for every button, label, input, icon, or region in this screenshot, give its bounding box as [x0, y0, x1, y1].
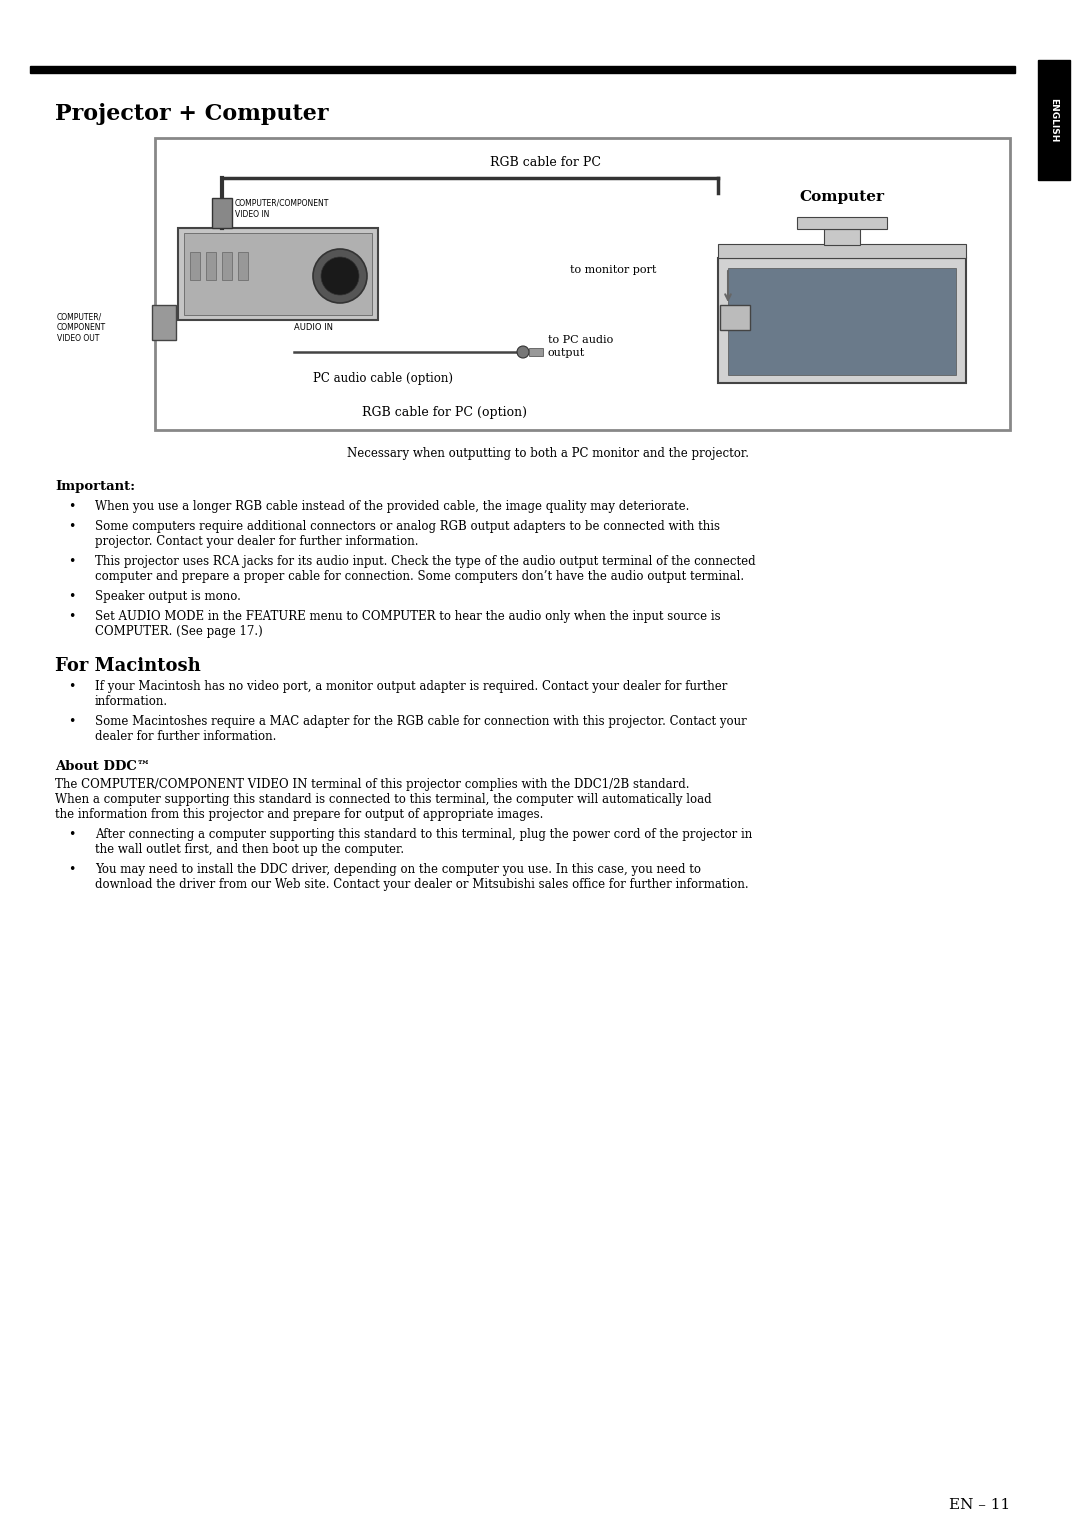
Text: •: • — [68, 555, 76, 568]
Text: •: • — [68, 500, 76, 513]
Bar — [30, 66, 1015, 73]
Bar — [178, 228, 378, 319]
Text: Computer: Computer — [799, 189, 885, 205]
Text: •: • — [68, 863, 76, 876]
Text: When you use a longer RGB cable instead of the provided cable, the image quality: When you use a longer RGB cable instead … — [95, 500, 689, 513]
Text: •: • — [68, 590, 76, 604]
Bar — [797, 217, 887, 229]
Text: Set AUDIO MODE in the FEATURE menu to COMPUTER to hear the audio only when the i: Set AUDIO MODE in the FEATURE menu to CO… — [95, 610, 720, 639]
Text: to monitor port: to monitor port — [569, 264, 656, 275]
Text: •: • — [68, 828, 76, 840]
Text: This projector uses RCA jacks for its audio input. Check the type of the audio o: This projector uses RCA jacks for its au… — [95, 555, 756, 584]
Text: •: • — [68, 610, 76, 623]
Text: MONITOR OUTPUT: MONITOR OUTPUT — [753, 330, 797, 335]
Bar — [720, 306, 750, 330]
Bar — [212, 199, 232, 228]
Bar — [222, 252, 232, 280]
Text: ENGLISH: ENGLISH — [1050, 98, 1058, 142]
Text: You may need to install the DDC driver, depending on the computer you use. In th: You may need to install the DDC driver, … — [95, 863, 748, 891]
Text: to PC audio
output: to PC audio output — [548, 335, 613, 358]
Text: Necessary when outputting to both a PC monitor and the projector.: Necessary when outputting to both a PC m… — [347, 448, 750, 460]
Text: COMPUTER/
COMPONENT
VIDEO OUT: COMPUTER/ COMPONENT VIDEO OUT — [57, 312, 106, 344]
Text: About DDC™: About DDC™ — [55, 759, 150, 773]
Text: RGB cable for PC: RGB cable for PC — [489, 156, 600, 170]
Text: Projector + Computer: Projector + Computer — [55, 102, 328, 125]
Text: Speaker output is mono.: Speaker output is mono. — [95, 590, 241, 604]
Bar — [184, 232, 372, 315]
Text: Some computers require additional connectors or analog RGB output adapters to be: Some computers require additional connec… — [95, 520, 720, 549]
Bar — [529, 348, 543, 356]
Bar — [718, 258, 966, 384]
Text: AUDIO OUT: AUDIO OUT — [753, 318, 781, 322]
Bar — [718, 244, 966, 258]
Text: After connecting a computer supporting this standard to this terminal, plug the : After connecting a computer supporting t… — [95, 828, 753, 856]
Circle shape — [517, 345, 529, 358]
Text: If your Macintosh has no video port, a monitor output adapter is required. Conta: If your Macintosh has no video port, a m… — [95, 680, 727, 707]
Bar — [728, 267, 956, 374]
Bar — [238, 252, 248, 280]
Circle shape — [313, 249, 367, 303]
Text: PC audio cable (option): PC audio cable (option) — [313, 371, 453, 385]
Text: For Macintosh: For Macintosh — [55, 657, 201, 675]
Bar — [206, 252, 216, 280]
Text: The COMPUTER/COMPONENT VIDEO IN terminal of this projector complies with the DDC: The COMPUTER/COMPONENT VIDEO IN terminal… — [55, 778, 712, 821]
Text: •: • — [68, 715, 76, 727]
Text: •: • — [68, 520, 76, 533]
Text: AUDIO IN: AUDIO IN — [294, 322, 333, 332]
Text: Important:: Important: — [55, 480, 135, 494]
Bar — [190, 252, 200, 280]
Text: •: • — [68, 680, 76, 694]
Bar — [152, 306, 176, 341]
Circle shape — [321, 257, 359, 295]
Bar — [1038, 60, 1070, 180]
Bar — [824, 229, 860, 244]
Text: EN – 11: EN – 11 — [948, 1497, 1010, 1513]
Text: Some Macintoshes require a MAC adapter for the RGB cable for connection with thi: Some Macintoshes require a MAC adapter f… — [95, 715, 746, 743]
Text: COMPUTER/COMPONENT
VIDEO IN: COMPUTER/COMPONENT VIDEO IN — [235, 199, 329, 219]
Text: RGB cable for PC (option): RGB cable for PC (option) — [363, 406, 527, 419]
Bar — [156, 138, 1010, 429]
